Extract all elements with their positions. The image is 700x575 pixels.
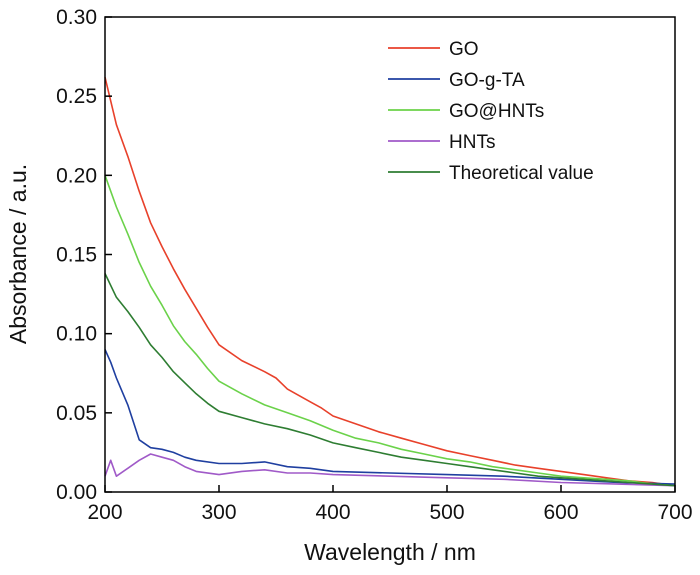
series-line-2 xyxy=(104,349,676,485)
series-line-4 xyxy=(104,453,676,487)
plot-frame xyxy=(104,16,676,493)
x-tick-label: 500 xyxy=(429,501,464,524)
legend-label-3: GO@HNTs xyxy=(449,101,544,122)
x-tick-label: 600 xyxy=(543,501,578,524)
x-tick-label: 300 xyxy=(201,501,236,524)
y-tick-label: 0.10 xyxy=(56,323,97,346)
series-layer xyxy=(104,77,676,487)
legend-label-4: HNTs xyxy=(449,132,495,153)
y-tick-label: 0.00 xyxy=(56,481,97,504)
legend: GO GO-g-TA GO@HNTs HNTs Theoretical value xyxy=(388,39,594,184)
y-tick-label: 0.20 xyxy=(56,164,97,187)
legend-label-2: GO-g-TA xyxy=(449,70,525,91)
y-tick-label: 0.15 xyxy=(56,244,97,267)
series-line-5 xyxy=(104,273,676,487)
y-tick-label: 0.05 xyxy=(56,402,97,425)
legend-label-5: Theoretical value xyxy=(449,163,594,184)
ticks-layer: 200 300 400 500 600 700 0.00 0.05 0.10 0.15 0.20 0.… xyxy=(56,6,692,524)
series-line-1 xyxy=(104,77,676,487)
series-line-3 xyxy=(104,175,676,487)
x-tick-label: 200 xyxy=(87,501,122,524)
x-axis-title: Wavelength / nm xyxy=(304,539,476,565)
x-tick-label: 400 xyxy=(315,501,350,524)
legend-label-1: GO xyxy=(449,39,479,60)
y-tick-label: 0.25 xyxy=(56,85,97,108)
y-tick-label: 0.30 xyxy=(56,6,97,29)
x-tick-label: 700 xyxy=(657,501,692,524)
y-axis-title: Absorbance / a.u. xyxy=(5,164,31,344)
